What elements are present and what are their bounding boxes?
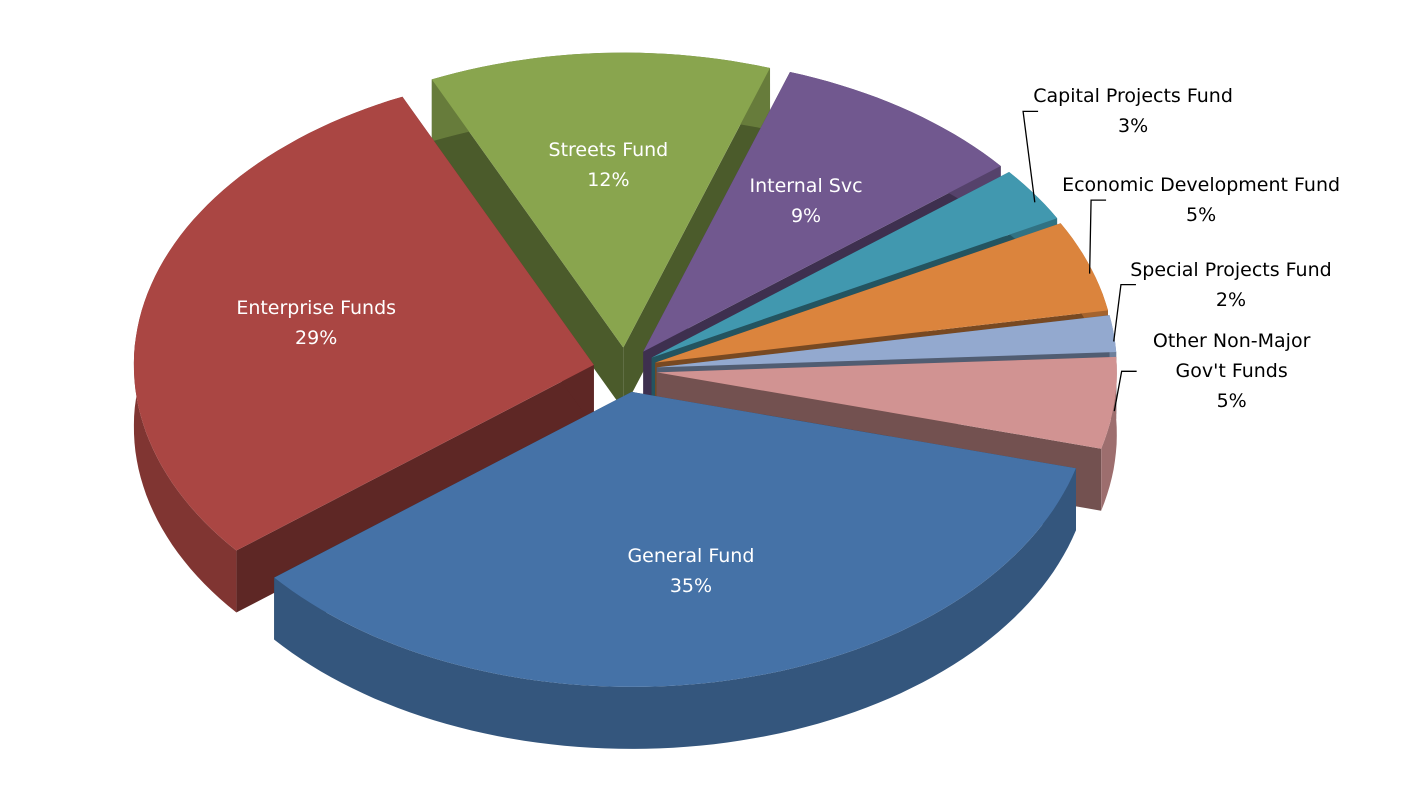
- slice: [655, 223, 1108, 363]
- slice-label: Special Projects Fund 2%: [1130, 255, 1331, 315]
- slice-label: Economic Development Fund 5%: [1062, 170, 1340, 230]
- category-label: General Fund: [627, 544, 755, 567]
- slice-side: [1101, 356, 1117, 511]
- category-label: Enterprise Funds: [236, 297, 397, 320]
- slice-label: General Fund 35%: [627, 541, 754, 601]
- slice: [656, 356, 1117, 449]
- slice-side: [431, 79, 624, 410]
- slice-side: [236, 364, 594, 613]
- category-label: Streets Fund: [548, 138, 669, 161]
- slice-label: Enterprise Funds 29%: [236, 293, 396, 353]
- value-label: 3%: [1117, 115, 1149, 138]
- slice: [651, 172, 1058, 358]
- slice: [133, 96, 594, 551]
- leader-line: [1113, 370, 1137, 412]
- value-label: 35%: [669, 574, 713, 597]
- slice: [431, 52, 770, 348]
- slice: [656, 315, 1117, 368]
- slice: [643, 72, 1001, 352]
- category-label: Special Projects Fund: [1130, 258, 1332, 281]
- value-label: 2%: [1215, 288, 1247, 311]
- value-label: 9%: [790, 205, 822, 228]
- value-label: 12%: [587, 168, 630, 191]
- slice-label: Capital Projects Fund 3%: [1033, 81, 1233, 141]
- value-label: 5%: [1216, 390, 1247, 413]
- leader-line: [1113, 283, 1136, 342]
- value-label: 29%: [295, 327, 338, 350]
- slice-side: [274, 468, 1076, 749]
- slice-label: Other Non-Major Gov't Funds 5%: [1132, 326, 1332, 416]
- category-label: Economic Development Fund: [1062, 174, 1341, 197]
- value-label: 5%: [1185, 204, 1217, 227]
- category-label: Internal Svc: [749, 175, 863, 198]
- category-label: Other Non-Major Gov't Funds: [1152, 330, 1311, 383]
- leader-line: [1022, 110, 1039, 203]
- slice-label: Internal Svc 9%: [750, 171, 863, 231]
- slice: [274, 391, 1076, 687]
- slice-label: Streets Fund 12%: [549, 135, 669, 195]
- category-label: Capital Projects Fund: [1033, 85, 1233, 108]
- leader-line: [1088, 199, 1107, 274]
